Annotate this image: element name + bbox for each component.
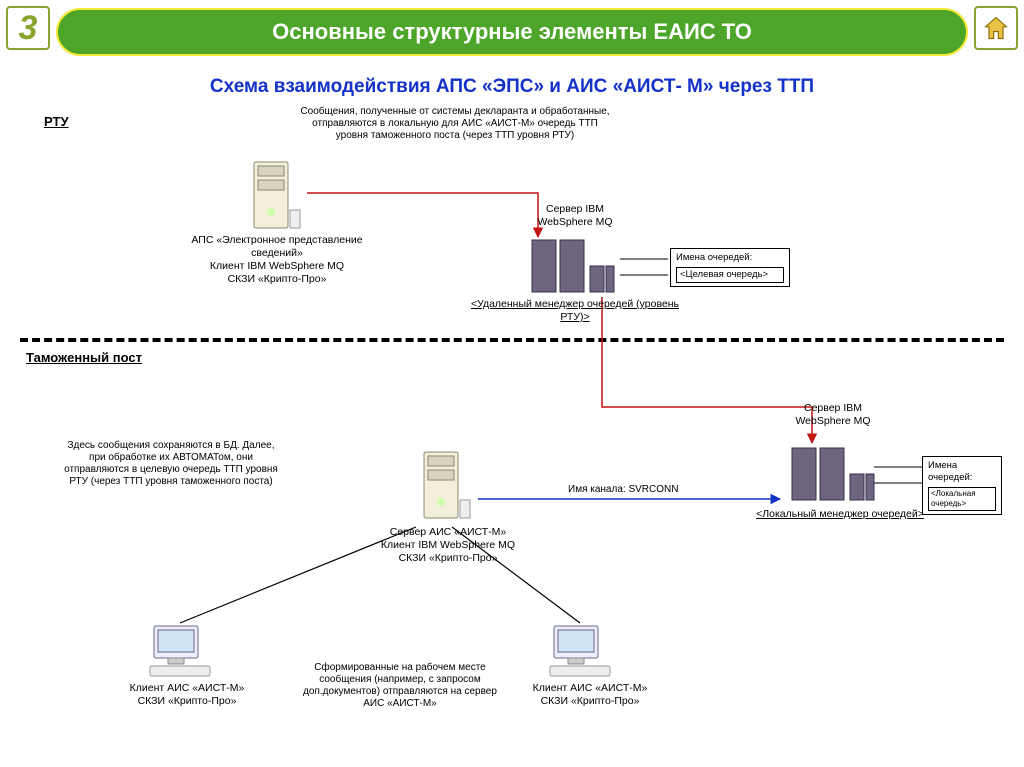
workstation-1-icon: [148, 622, 220, 685]
note-bottom: Сформированные на рабочем месте сообщени…: [300, 662, 500, 710]
home-icon[interactable]: [974, 6, 1018, 50]
channel-label: Имя канала: SVRCONN: [568, 484, 678, 495]
page-subtitle: Схема взаимодействия АПС «ЭПС» и АИС «АИ…: [0, 76, 1024, 98]
slide-number: 3: [19, 9, 38, 48]
diagram-canvas: РТУ Таможенный пост Сообщения, полученны…: [20, 106, 1004, 763]
post-queue-box: Имена очередей: <Локальная очередь>: [922, 456, 1002, 515]
rtu-queue-header: Имена очередей:: [676, 252, 784, 264]
post-ibm-label: Сервер IBM WebSphere MQ: [778, 402, 888, 428]
rtu-queue-value: <Целевая очередь>: [676, 267, 784, 283]
aist-server-icon: [420, 446, 472, 529]
section-divider: [20, 338, 1004, 342]
aist-server-caption: Сервер АИС «АИСТ-М» Клиент IBM WebSphere…: [358, 526, 538, 565]
workstation-1-caption: Клиент АИС «АИСТ-М» СКЗИ «Крипто-Про»: [122, 682, 252, 708]
rtu-server-icon: [250, 156, 302, 239]
workstation-2-caption: Клиент АИС «АИСТ-М» СКЗИ «Крипто-Про»: [520, 682, 660, 708]
note-left: Здесь сообщения сохраняются в БД. Далее,…: [62, 440, 280, 488]
title-bar: Основные структурные элементы ЕАИС ТО: [56, 8, 968, 56]
rtu-server-caption: АПС «Электронное представление сведений»…: [168, 234, 386, 287]
slide-number-badge: 3: [6, 6, 50, 50]
post-qmgr-caption: <Локальный менеджер очередей>: [730, 508, 950, 521]
post-rack-icon: [790, 446, 876, 509]
rtu-rack-icon: [530, 238, 616, 301]
section-customs-label: Таможенный пост: [26, 350, 142, 365]
post-queue-value: <Локальная очередь>: [928, 487, 996, 511]
rtu-ibm-label: Сервер IBM WebSphere MQ: [520, 203, 630, 229]
post-queue-header: Имена очередей:: [928, 460, 996, 484]
page-title: Основные структурные элементы ЕАИС ТО: [272, 19, 752, 45]
section-rtu-label: РТУ: [44, 114, 69, 129]
rtu-queue-box: Имена очередей: <Целевая очередь>: [670, 248, 790, 287]
rtu-qmgr-caption: <Удаленный менеджер очередей (уровень РТ…: [460, 298, 690, 324]
note-top: Сообщения, полученные от системы деклара…: [300, 106, 610, 142]
workstation-2-icon: [548, 622, 620, 685]
